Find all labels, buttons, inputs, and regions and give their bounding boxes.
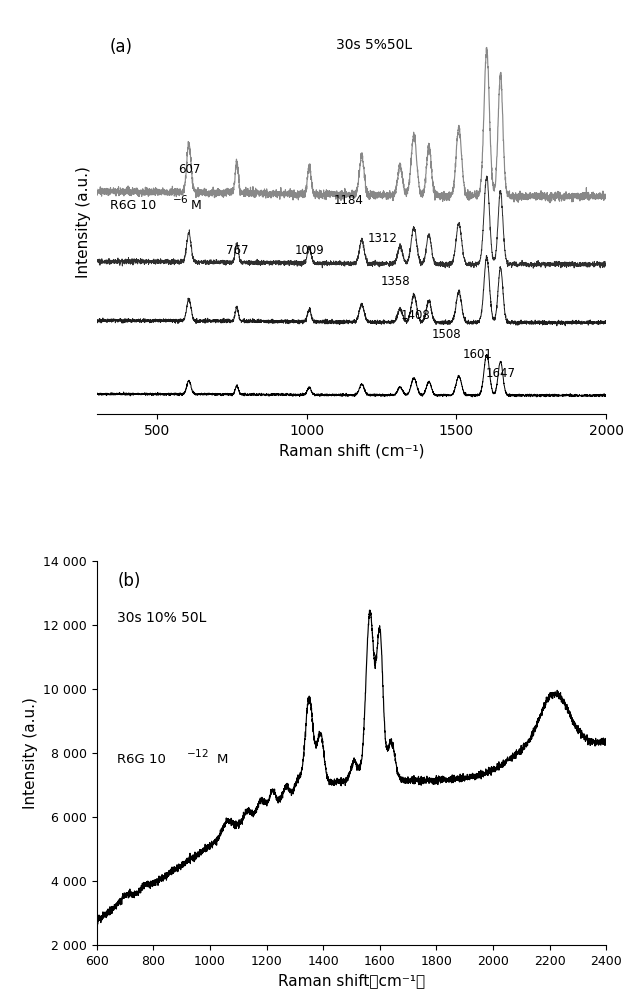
Y-axis label: Intensity (a.u.): Intensity (a.u.) xyxy=(76,166,91,278)
Text: (b): (b) xyxy=(118,572,141,590)
Text: R6G 10: R6G 10 xyxy=(118,753,166,766)
X-axis label: Raman shift（cm⁻¹）: Raman shift（cm⁻¹） xyxy=(278,973,425,988)
Text: 1508: 1508 xyxy=(432,328,462,341)
Text: 1358: 1358 xyxy=(380,275,410,288)
Text: 1312: 1312 xyxy=(368,232,398,245)
Text: M: M xyxy=(217,753,228,766)
Text: 1009: 1009 xyxy=(294,244,324,257)
Y-axis label: Intensity (a.u.): Intensity (a.u.) xyxy=(22,697,38,809)
Text: R6G 10: R6G 10 xyxy=(109,199,156,212)
Text: 607: 607 xyxy=(177,163,200,176)
Text: 1647: 1647 xyxy=(486,367,516,380)
Text: 1184: 1184 xyxy=(334,194,364,207)
X-axis label: Raman shift (cm⁻¹): Raman shift (cm⁻¹) xyxy=(279,444,424,459)
Text: 30s 5%50L: 30s 5%50L xyxy=(336,38,412,52)
Text: 1408: 1408 xyxy=(401,309,431,322)
Text: 767: 767 xyxy=(226,244,248,257)
Text: (a): (a) xyxy=(109,38,132,56)
Text: M: M xyxy=(191,199,202,212)
Text: $-6$: $-6$ xyxy=(173,193,189,205)
Text: $-12$: $-12$ xyxy=(186,747,209,759)
Text: 30s 10% 50L: 30s 10% 50L xyxy=(118,611,207,625)
Text: 1601: 1601 xyxy=(462,348,492,361)
